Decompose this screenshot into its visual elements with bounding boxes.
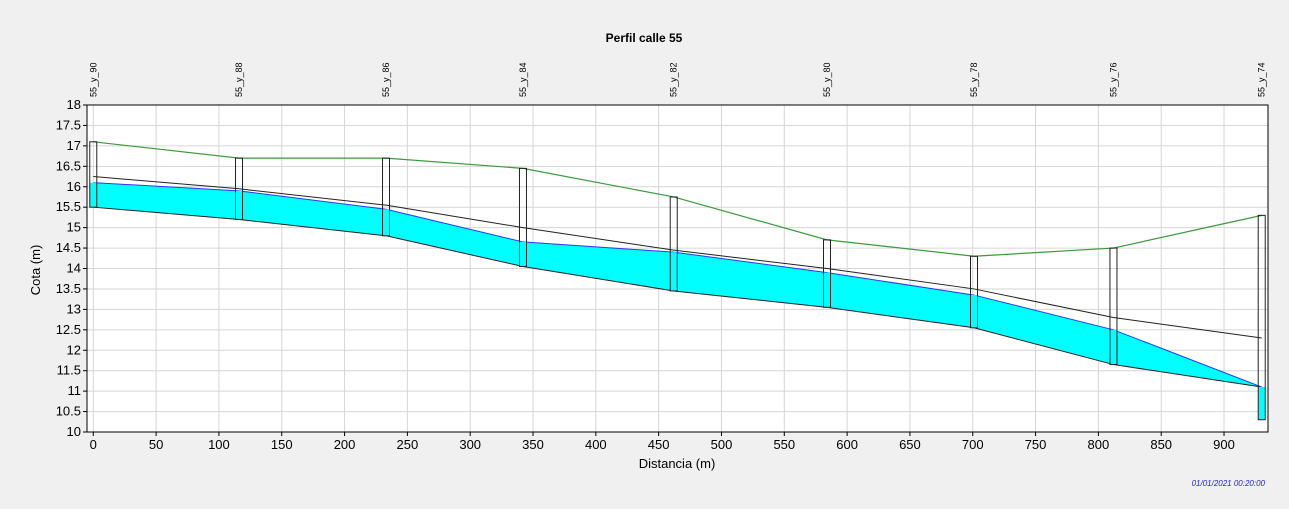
x-tick-label: 350 bbox=[522, 437, 544, 452]
y-tick-label: 16.5 bbox=[56, 158, 81, 173]
y-tick-label: 13 bbox=[67, 301, 81, 316]
node-label: 55_y_90 bbox=[88, 62, 98, 97]
y-axis-label: Cota (m) bbox=[28, 245, 43, 296]
manhole-55_y_86 bbox=[382, 157, 391, 237]
timestamp-label: 01/01/2021 00:20:00 bbox=[1192, 479, 1266, 488]
x-tick-label: 300 bbox=[459, 437, 481, 452]
manhole-water bbox=[89, 182, 97, 208]
y-tick-label: 15 bbox=[67, 220, 81, 235]
y-tick-label: 16 bbox=[67, 179, 81, 194]
manhole-55_y_80 bbox=[823, 239, 832, 308]
manhole-water bbox=[382, 209, 390, 236]
node-label: 55_y_84 bbox=[518, 62, 528, 97]
y-tick-label: 15.5 bbox=[56, 199, 81, 214]
manhole-water bbox=[970, 295, 978, 328]
x-axis-label: Distancia (m) bbox=[639, 456, 716, 471]
y-tick-label: 12 bbox=[67, 342, 81, 357]
x-tick-label: 500 bbox=[711, 437, 733, 452]
manhole-55_y_84 bbox=[518, 167, 527, 267]
chart-title: Perfil calle 55 bbox=[606, 31, 683, 45]
x-tick-label: 600 bbox=[836, 437, 858, 452]
x-tick-label: 450 bbox=[648, 437, 670, 452]
x-tick-label: 250 bbox=[397, 437, 419, 452]
y-tick-label: 10.5 bbox=[56, 404, 81, 419]
x-tick-label: 50 bbox=[149, 437, 163, 452]
y-tick-label: 17 bbox=[67, 138, 81, 153]
manhole-water bbox=[235, 190, 243, 220]
x-tick-label: 700 bbox=[962, 437, 984, 452]
y-tick-label: 11.5 bbox=[57, 363, 81, 378]
manhole-55_y_82 bbox=[669, 196, 678, 292]
x-tick-label: 0 bbox=[90, 437, 97, 452]
manhole-water bbox=[1109, 329, 1117, 365]
manhole-water bbox=[519, 241, 527, 267]
x-tick-label: 400 bbox=[585, 437, 607, 452]
x-tick-label: 550 bbox=[773, 437, 795, 452]
x-tick-label: 850 bbox=[1150, 437, 1172, 452]
manhole-55_y_90 bbox=[89, 141, 98, 208]
node-label: 55_y_74 bbox=[1257, 62, 1267, 97]
y-tick-label: 17.5 bbox=[56, 117, 81, 132]
y-tick-label: 12.5 bbox=[56, 322, 81, 337]
manhole-water bbox=[823, 272, 831, 308]
x-tick-label: 150 bbox=[271, 437, 293, 452]
node-label: 55_y_88 bbox=[234, 62, 244, 97]
pipe-crown-line bbox=[93, 176, 1262, 339]
x-tick-label: 900 bbox=[1213, 437, 1235, 452]
manhole-water bbox=[1258, 387, 1266, 420]
node-label: 55_y_86 bbox=[381, 62, 391, 97]
x-tick-label: 100 bbox=[208, 437, 230, 452]
x-tick-label: 750 bbox=[1025, 437, 1047, 452]
x-tick-label: 650 bbox=[899, 437, 921, 452]
y-tick-label: 13.5 bbox=[56, 281, 81, 296]
x-tick-label: 800 bbox=[1088, 437, 1110, 452]
y-tick-label: 10 bbox=[67, 424, 81, 439]
manhole-55_y_76 bbox=[1109, 247, 1118, 366]
y-tick-label: 14.5 bbox=[56, 240, 81, 255]
y-tick-label: 11 bbox=[68, 383, 82, 398]
manhole-55_y_88 bbox=[235, 157, 244, 220]
node-label: 55_y_76 bbox=[1108, 62, 1118, 97]
node-label: 55_y_82 bbox=[669, 62, 679, 97]
manhole-water bbox=[670, 252, 678, 291]
x-tick-label: 200 bbox=[334, 437, 356, 452]
manhole-55_y_74 bbox=[1257, 214, 1266, 421]
y-tick-label: 18 bbox=[67, 97, 81, 112]
node-label: 55_y_78 bbox=[969, 62, 979, 97]
manhole-55_y_78 bbox=[970, 255, 979, 329]
y-tick-label: 14 bbox=[67, 261, 81, 276]
node-label: 55_y_80 bbox=[822, 62, 832, 97]
